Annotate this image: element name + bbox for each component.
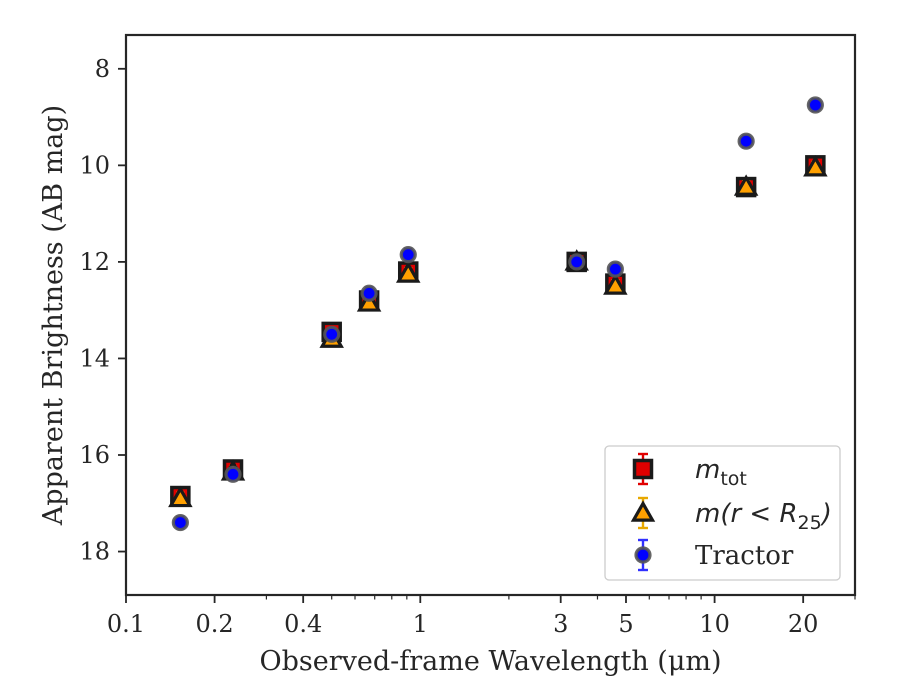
- legend-entry: mtot: [632, 452, 747, 490]
- x-tick-label: 1: [413, 610, 428, 638]
- data-point: [803, 155, 828, 177]
- data-point: [360, 284, 378, 302]
- y-tick-label: 10: [79, 151, 110, 179]
- legend-marker: [634, 546, 652, 564]
- x-tick-label: 0.1: [107, 610, 145, 638]
- y-tick-label: 14: [79, 344, 110, 372]
- legend-entry: Tractor: [634, 538, 794, 572]
- x-tick-label: 3: [553, 610, 568, 638]
- data-point: [395, 261, 421, 283]
- point-marker: [360, 284, 378, 302]
- legend: mtot m(r < R25) Tractor: [604, 445, 841, 581]
- point-marker: [224, 465, 242, 483]
- legend-label-subscript: tot: [720, 468, 747, 490]
- legend-label-base: m(r < R: [695, 499, 798, 529]
- point-marker: [733, 174, 759, 196]
- legend-marker: [632, 458, 654, 480]
- y-tick-label: 18: [79, 538, 110, 566]
- data-point: [606, 260, 624, 278]
- data-point: [323, 325, 341, 343]
- x-tick-label: 0.4: [284, 610, 322, 638]
- data-point: [568, 253, 586, 271]
- legend-label-base: m: [695, 455, 720, 485]
- x-axis-label: Observed-frame Wavelength (μm): [259, 646, 721, 677]
- data-point: [224, 465, 242, 483]
- point-marker: [803, 155, 828, 177]
- y-axis: 8 10 12 14 16 18: [79, 55, 126, 566]
- point-marker: [806, 96, 824, 114]
- point-marker: [606, 260, 624, 278]
- x-axis: 0.1 0.2 0.4 1 3 5 10 20: [107, 595, 856, 638]
- point-marker: [399, 246, 417, 264]
- data-point: [168, 485, 193, 508]
- y-tick-label: 16: [79, 441, 110, 469]
- x-tick-label: 10: [699, 610, 730, 638]
- plot-frame: [124, 33, 857, 597]
- x-tick-label: 5: [618, 610, 633, 638]
- legend-frame: [604, 445, 841, 581]
- data-point: [171, 513, 189, 532]
- plot-area: [168, 96, 828, 532]
- point-marker: [168, 485, 193, 508]
- data-point: [806, 96, 824, 114]
- y-tick-label: 8: [95, 55, 110, 83]
- legend-label: m(r < R25): [695, 499, 832, 534]
- legend-marker: [630, 500, 656, 522]
- point-marker: [171, 513, 189, 532]
- data-point: [737, 132, 755, 150]
- legend-label-close: ): [820, 499, 832, 529]
- y-axis-label: Apparent Brightness (AB mag): [38, 105, 69, 526]
- point-marker: [603, 273, 628, 295]
- x-tick-label: 0.2: [196, 610, 234, 638]
- x-tick-label: 20: [788, 610, 819, 638]
- legend-label-subscript: 25: [798, 512, 822, 534]
- y-tick-label: 12: [79, 248, 110, 276]
- legend-label: mtot: [695, 455, 747, 490]
- point-marker: [395, 261, 421, 283]
- point-marker: [737, 132, 755, 150]
- data-point: [399, 246, 417, 264]
- point-marker: [568, 253, 586, 271]
- data-point: [603, 273, 628, 295]
- series-tractor: [171, 96, 824, 532]
- data-point: [733, 174, 759, 196]
- legend-entry: m(r < R25): [630, 496, 832, 534]
- legend-label: Tractor: [695, 541, 794, 571]
- point-marker: [323, 325, 341, 343]
